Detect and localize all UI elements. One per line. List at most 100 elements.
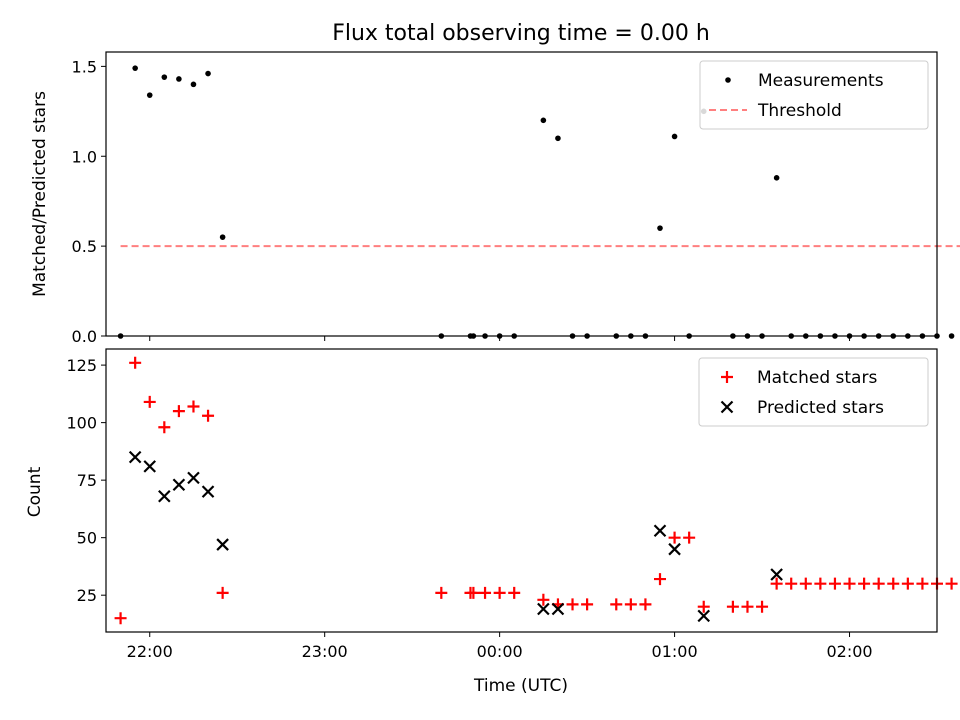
matched-star-marker <box>172 405 185 418</box>
bottom-y-tick-label: 125 <box>66 356 97 375</box>
matched-star-marker <box>668 531 681 544</box>
predicted-star-marker <box>697 609 711 623</box>
bottom-y-tick-label: 75 <box>77 471 97 490</box>
predicted-star-marker <box>537 602 550 616</box>
predicted-star-marker <box>172 478 186 492</box>
measurement-point <box>671 133 678 140</box>
predicted-star-marker <box>143 460 157 473</box>
matched-star-marker <box>508 586 521 599</box>
matched-star-marker <box>828 577 841 590</box>
predicted-star-marker <box>201 485 215 498</box>
x-axis-label: Time (UTC) <box>473 676 568 696</box>
top-plot-area <box>117 65 960 339</box>
legend-label: Predicted stars <box>757 398 884 418</box>
bottom-x-tick-label: 00:00 <box>477 642 523 661</box>
measurement-point <box>205 70 211 77</box>
top-y-tick-label: 1.0 <box>72 147 97 166</box>
matched-star-marker <box>756 600 769 613</box>
measurement-point <box>161 74 168 80</box>
matched-star-marker <box>741 600 754 613</box>
matched-star-marker <box>872 577 885 590</box>
top-axes-frame <box>105 51 938 337</box>
matched-star-marker <box>814 577 827 590</box>
matched-star-marker <box>901 577 914 590</box>
top-y-tick-label: 0.0 <box>72 327 97 346</box>
predicted-star-marker <box>216 538 229 551</box>
top-legend-box <box>699 60 929 130</box>
matched-star-marker <box>858 577 871 590</box>
matched-star-marker <box>654 573 666 586</box>
legend-measurements-swatch <box>725 77 731 83</box>
matched-star-marker <box>610 598 623 611</box>
bottom-x-tick-label: 23:00 <box>302 642 348 661</box>
bottom-axes: 25 50 75 100 125 22:00 23:00 00:00 01:00 02:00 M… <box>66 348 958 661</box>
legend-label: Matched stars <box>757 368 877 388</box>
top-y-axis-label: Matched/Predicted stars <box>30 91 50 297</box>
chart-title: Flux total observing time = 0.00 h <box>332 21 710 46</box>
measurement-point <box>176 76 182 82</box>
matched-star-marker <box>187 400 200 413</box>
predicted-star-marker <box>551 602 565 616</box>
measurement-point <box>773 175 780 181</box>
matched-star-marker <box>697 600 710 613</box>
legend-label: Measurements <box>758 71 884 91</box>
measurement-point <box>190 81 197 88</box>
matched-star-marker <box>843 577 856 590</box>
measurement-point <box>132 65 138 71</box>
legend-label: Threshold <box>757 101 842 121</box>
matched-star-marker <box>216 586 229 599</box>
matched-star-marker <box>945 577 958 590</box>
bottom-x-ticks: 22:00 23:00 00:00 01:00 02:00 <box>127 632 873 661</box>
measurement-point <box>219 234 226 240</box>
top-legend: Measurements Threshold <box>699 60 929 130</box>
top-axes: 0.0 0.5 1.0 1.5 Measurements Threshold <box>72 51 960 346</box>
predicted-star-marker <box>668 542 681 556</box>
matched-star-marker <box>785 577 798 590</box>
measurement-point <box>146 92 153 98</box>
measurement-point <box>657 225 663 231</box>
matched-star-marker <box>916 577 929 590</box>
matched-star-marker <box>129 356 142 369</box>
predicted-star-marker <box>653 524 667 538</box>
predicted-star-marker <box>128 450 142 464</box>
bottom-y-tick-label: 50 <box>77 529 97 548</box>
bottom-legend: Matched stars Predicted stars <box>698 357 929 427</box>
matched-star-marker <box>683 531 696 544</box>
matched-star-marker <box>467 586 480 599</box>
predicted-star-marker <box>770 568 783 581</box>
top-y-ticks: 0.0 0.5 1.0 1.5 <box>72 57 106 346</box>
matched-star-marker <box>770 577 783 590</box>
matched-star-marker <box>581 598 594 611</box>
matched-star-marker <box>158 421 171 434</box>
bottom-x-tick-label: 22:00 <box>127 642 173 661</box>
bottom-y-tick-label: 25 <box>77 586 97 605</box>
matched-star-marker <box>537 593 550 606</box>
measurement-point <box>555 135 561 142</box>
top-y-tick-label: 0.5 <box>72 237 97 256</box>
matched-star-marker <box>435 586 448 599</box>
matched-star-marker <box>624 598 637 611</box>
matched-star-marker <box>143 395 156 408</box>
bottom-plot-area <box>114 356 958 625</box>
matched-star-marker <box>887 577 900 590</box>
bottom-x-tick-label: 01:00 <box>652 642 698 661</box>
matched-star-marker <box>202 409 215 422</box>
predicted-star-marker <box>158 489 171 503</box>
legend-predicted-stars-swatch <box>720 400 734 414</box>
matched-star-marker <box>799 577 812 590</box>
bottom-y-tick-label: 100 <box>66 414 97 433</box>
matched-star-marker <box>566 598 579 611</box>
legend-matched-stars-swatch <box>721 371 733 383</box>
bottom-legend-box <box>698 357 929 427</box>
matched-star-marker <box>114 612 127 625</box>
bottom-y-axis-label: Count <box>25 466 45 517</box>
matched-star-marker <box>726 600 739 613</box>
matched-star-marker <box>493 586 506 599</box>
matched-star-marker <box>639 598 652 611</box>
predicted-star-marker <box>187 471 200 485</box>
measurement-point <box>948 333 955 339</box>
top-y-tick-label: 1.5 <box>72 57 97 76</box>
bottom-axes-frame <box>105 348 938 633</box>
bottom-y-ticks: 25 50 75 100 125 <box>66 356 106 605</box>
